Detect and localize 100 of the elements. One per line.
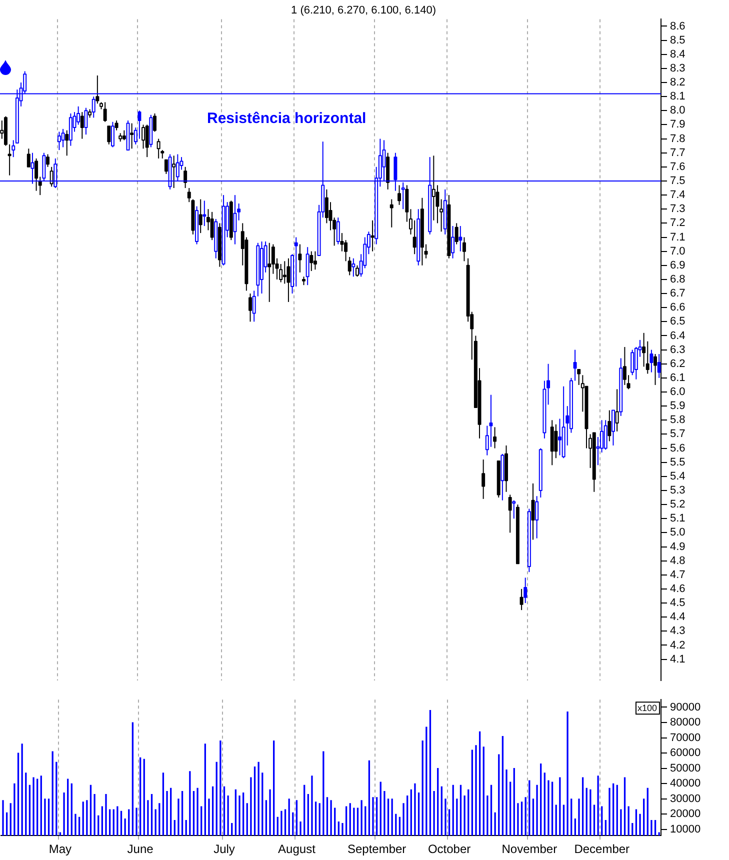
annotation: Resistência horizontal bbox=[207, 110, 366, 128]
y-tick-label: 4.6 bbox=[670, 582, 686, 595]
y-tick-label: 5.4 bbox=[670, 470, 686, 482]
candlestick bbox=[50, 166, 54, 188]
candlestick bbox=[153, 112, 156, 132]
candlestick bbox=[558, 418, 562, 456]
x-tick-label: December bbox=[574, 842, 630, 856]
candlestick bbox=[96, 74, 100, 104]
candlestick bbox=[306, 246, 310, 286]
candlestick bbox=[114, 120, 118, 131]
candlestick bbox=[458, 226, 462, 252]
y-tick-label: 5.8 bbox=[670, 414, 686, 426]
y-tick-label: 7.6 bbox=[670, 160, 686, 173]
candlestick bbox=[65, 130, 69, 156]
y-tick-label: 7.7 bbox=[670, 146, 686, 159]
candlestick bbox=[508, 494, 512, 534]
candlestick bbox=[370, 220, 374, 252]
y-tick-label: 4.7 bbox=[670, 568, 686, 581]
y-tick-label: 8.4 bbox=[670, 48, 686, 60]
x-tick-label: September bbox=[347, 842, 406, 856]
chart-title: 1 (6.210, 6.270, 6.100, 6.140) bbox=[291, 4, 436, 17]
candlestick bbox=[84, 107, 88, 136]
candlestick bbox=[34, 158, 38, 192]
y-tick-label: 30000 bbox=[670, 792, 701, 805]
x-tick-label: July bbox=[214, 842, 235, 856]
y-tick-label: 4.8 bbox=[670, 554, 686, 567]
candlestick bbox=[310, 250, 314, 272]
candlestick bbox=[340, 232, 344, 252]
y-tick-label: 4.5 bbox=[670, 597, 686, 610]
y-tick-label: 8.1 bbox=[670, 90, 686, 103]
y-tick-label: 4.1 bbox=[670, 653, 686, 666]
candlestick bbox=[482, 459, 486, 500]
candlestick bbox=[524, 577, 528, 604]
annotation: x100 bbox=[637, 703, 658, 714]
candlestick bbox=[142, 124, 146, 150]
y-tick-label: 4.2 bbox=[670, 639, 686, 652]
candlestick bbox=[412, 220, 416, 255]
candlestick bbox=[550, 420, 554, 466]
candlestick bbox=[130, 122, 134, 150]
y-tick-label: 5.6 bbox=[670, 442, 686, 454]
y-tick-label: 6.0 bbox=[670, 386, 686, 398]
candlestick bbox=[336, 217, 340, 245]
candlestick bbox=[282, 260, 286, 284]
candlestick bbox=[454, 222, 458, 245]
y-tick-label: 4.4 bbox=[670, 611, 686, 624]
candlestick bbox=[390, 198, 394, 228]
y-tick-label: 90000 bbox=[670, 701, 701, 714]
candlestick bbox=[268, 242, 272, 302]
candlestick bbox=[535, 496, 539, 539]
y-tick-label: 5.2 bbox=[670, 498, 686, 511]
candlestick bbox=[512, 500, 516, 520]
x-tick-label: October bbox=[428, 842, 471, 856]
y-tick-label: 7.2 bbox=[670, 217, 686, 230]
candlestick bbox=[210, 211, 214, 241]
candlestick bbox=[110, 121, 114, 148]
candlestick bbox=[489, 394, 493, 448]
candlestick bbox=[650, 349, 654, 373]
y-tick-label: 50000 bbox=[670, 762, 701, 774]
y-tick-label: 5.0 bbox=[670, 526, 686, 539]
candlestick bbox=[184, 166, 188, 189]
y-tick-label: 6.8 bbox=[670, 273, 686, 286]
y-tick-label: 4.9 bbox=[670, 540, 686, 553]
y-tick-label: 80000 bbox=[670, 716, 701, 729]
candlestick bbox=[612, 410, 615, 446]
candlestick bbox=[604, 420, 608, 450]
candlestick bbox=[462, 236, 466, 262]
x-tick-label: June bbox=[127, 842, 154, 856]
candlestick bbox=[46, 154, 50, 168]
y-tick-label: 6.5 bbox=[670, 316, 686, 328]
candlestick bbox=[172, 155, 176, 189]
candlestick bbox=[493, 426, 497, 449]
y-tick-label: 6.1 bbox=[670, 372, 686, 384]
candlestick bbox=[622, 346, 626, 386]
y-tick-label: 8.5 bbox=[670, 34, 686, 46]
y-tick-label: 70000 bbox=[670, 732, 701, 744]
candlestick bbox=[61, 128, 65, 148]
candlestick bbox=[451, 226, 455, 259]
candlestick bbox=[398, 184, 402, 206]
y-tick-label: 7.9 bbox=[670, 118, 686, 131]
y-tick-label: 5.5 bbox=[670, 456, 686, 468]
candlestick bbox=[198, 198, 202, 234]
candlestick bbox=[352, 258, 356, 278]
candlestick bbox=[26, 148, 30, 168]
candlestick bbox=[164, 159, 168, 174]
y-tick-label: 40000 bbox=[670, 778, 701, 790]
y-tick-label: 5.1 bbox=[670, 512, 686, 525]
y-tick-label: 8.0 bbox=[670, 104, 686, 117]
y-tick-label: 20000 bbox=[670, 808, 701, 820]
y-tick-label: 6.2 bbox=[670, 358, 686, 370]
y-tick-label: 5.3 bbox=[670, 484, 686, 497]
candlestick bbox=[328, 202, 332, 231]
y-tick-label: 6.9 bbox=[670, 259, 686, 272]
y-tick-label: 6.6 bbox=[670, 302, 686, 314]
candlestick bbox=[286, 258, 290, 302]
x-tick-label: November bbox=[502, 842, 558, 856]
candlestick bbox=[654, 354, 658, 386]
candlestick bbox=[122, 130, 126, 141]
candlestick bbox=[356, 264, 359, 278]
candlestick bbox=[298, 244, 302, 273]
candlestick bbox=[630, 349, 634, 376]
